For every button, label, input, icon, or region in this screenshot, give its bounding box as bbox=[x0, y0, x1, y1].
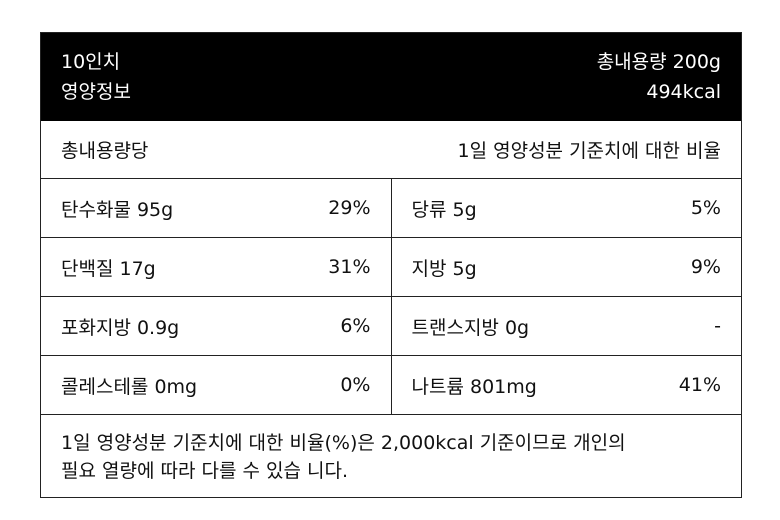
table-cell: 포화지방 0.9g 6% bbox=[41, 297, 391, 355]
nutrient-percent: 5% bbox=[690, 197, 721, 219]
table-cell: 콜레스테롤 0mg 0% bbox=[41, 356, 391, 414]
nutrient-name: 콜레스테롤 0mg bbox=[61, 375, 198, 398]
table: 탄수화물 95g 29% 당류 5g 5% 단백질 17g 31% 지방 5g 9% 포화지방 … bbox=[41, 179, 741, 415]
nutrient-name: 탄수화물 95g bbox=[61, 198, 174, 221]
basis-right: 1일 영양성분 기준치에 대한 비율 bbox=[457, 140, 722, 162]
table-row: 콜레스테롤 0mg 0% 나트륨 801mg 41% bbox=[41, 356, 741, 415]
table-cell: 당류 5g 5% bbox=[390, 179, 742, 237]
nutrient-name: 나트륨 801mg bbox=[411, 375, 537, 398]
table-cell: 탄수화물 95g 29% bbox=[41, 179, 391, 237]
table-row: 탄수화물 95g 29% 당류 5g 5% bbox=[41, 179, 741, 238]
nutrient-percent: 9% bbox=[690, 256, 721, 278]
kcal: 494kcal bbox=[646, 81, 721, 103]
nutrient-name: 지방 5g bbox=[411, 257, 477, 280]
basis-row: 총내용량당 1일 영양성분 기준치에 대한 비율 bbox=[41, 121, 741, 179]
table-cell: 지방 5g 9% bbox=[390, 238, 742, 296]
nutrient-percent: 29% bbox=[328, 197, 371, 219]
nutrient-name: 당류 5g bbox=[411, 198, 477, 221]
nutrition-label: 10인치 영양정보 총내용량 200g 494kcal 총내용량당 1일 영양성… bbox=[40, 32, 742, 498]
nutrient-percent: 31% bbox=[328, 256, 371, 278]
total: 총내용량 200g bbox=[596, 51, 721, 73]
title: 10인치 bbox=[61, 51, 121, 73]
nutrient-percent: 6% bbox=[340, 315, 371, 337]
nutrient-name: 단백질 17g bbox=[61, 257, 156, 280]
nutrient-percent: 41% bbox=[678, 374, 721, 396]
table-cell: 트랜스지방 0g - bbox=[390, 297, 742, 355]
nutrient-name: 포화지방 0.9g bbox=[61, 316, 180, 339]
subtitle: 영양정보 bbox=[61, 81, 131, 103]
table-row: 단백질 17g 31% 지방 5g 9% bbox=[41, 238, 741, 297]
footnote: 1일 영양성분 기준치에 대한 비율(%)은 2,000kcal 기준이므로 개… bbox=[41, 415, 741, 499]
nutrient-percent: 0% bbox=[340, 374, 371, 396]
table-cell: 단백질 17g 31% bbox=[41, 238, 391, 296]
table-cell: 나트륨 801mg 41% bbox=[390, 356, 742, 414]
basis-left: 총내용량당 bbox=[61, 140, 149, 162]
table-row: 포화지방 0.9g 6% 트랜스지방 0g - bbox=[41, 297, 741, 356]
footnote-line: 1일 영양성분 기준치에 대한 비율(%)은 2,000kcal 기준이므로 개… bbox=[61, 432, 626, 454]
header: 10인치 영양정보 총내용량 200g 494kcal bbox=[41, 33, 741, 121]
nutrient-percent: - bbox=[714, 315, 721, 337]
nutrient-name: 트랜스지방 0g bbox=[411, 316, 530, 339]
footnote-line: 필요 열량에 따라 다를 수 있습 니다. bbox=[61, 460, 348, 482]
